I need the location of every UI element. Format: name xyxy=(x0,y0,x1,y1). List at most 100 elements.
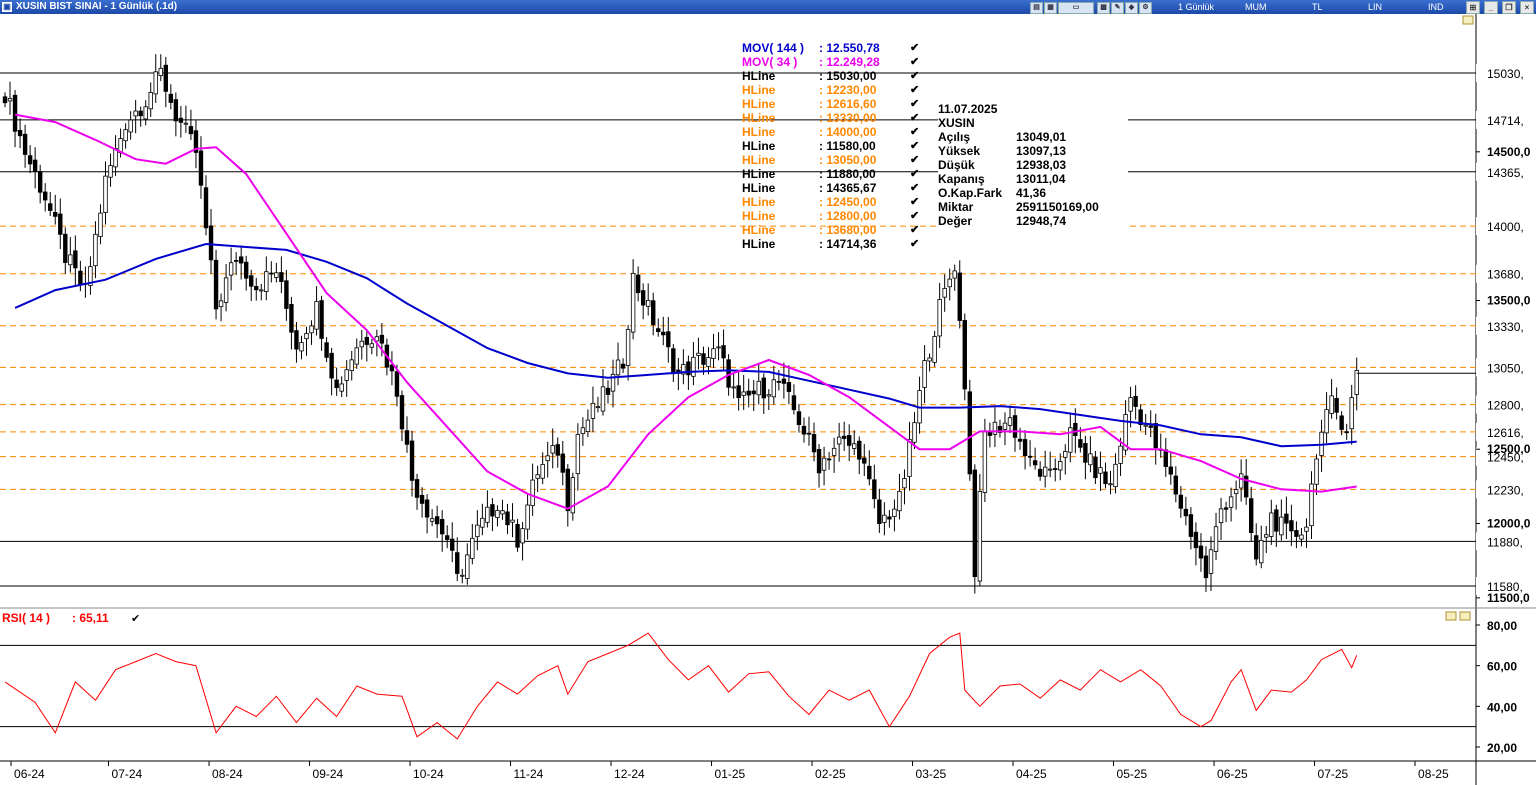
candle-112 xyxy=(565,464,570,527)
settings-tool-icon[interactable]: ⚙ xyxy=(1139,2,1152,14)
lock-icon[interactable]: ⊞ xyxy=(1466,1,1480,14)
legend-row[interactable]: HLine: 14000,00 ✔ xyxy=(742,125,919,139)
indicator-button[interactable]: IND xyxy=(1428,2,1444,12)
candle-60 xyxy=(304,326,309,356)
indicator-tool-icon[interactable]: ◆ xyxy=(1125,2,1138,14)
candle-6 xyxy=(32,147,38,189)
legend-name: HLine xyxy=(742,195,776,209)
rsi-pane-button-2 xyxy=(1459,611,1471,621)
period-button[interactable]: 1 Günlük xyxy=(1178,2,1215,12)
legend-check-icon[interactable]: ✔ xyxy=(910,168,920,180)
candle-body xyxy=(781,378,787,384)
candle-button[interactable]: MUM xyxy=(1245,2,1267,12)
candle-body xyxy=(1314,458,1319,485)
candle-159 xyxy=(801,417,807,443)
legend-row[interactable]: HLine: 12230,00 ✔ xyxy=(742,83,919,97)
candle-269 xyxy=(1354,357,1359,411)
candle-body xyxy=(505,511,510,526)
legend-row[interactable]: MOV( 144 ): 12.550,78 ✔ xyxy=(742,41,919,55)
currency-button[interactable]: TL xyxy=(1312,2,1323,12)
legend-check-icon[interactable]: ✔ xyxy=(910,224,920,236)
close-icon[interactable]: × xyxy=(1520,1,1534,14)
legend-row[interactable]: HLine: 13330,00 ✔ xyxy=(742,111,919,125)
candle-body xyxy=(88,266,93,286)
candle-140 xyxy=(706,347,711,375)
candle-118 xyxy=(595,396,601,413)
period-select-icon[interactable]: ▭ xyxy=(1058,2,1094,14)
x-label-7: 01-25 xyxy=(715,767,746,781)
legend-row[interactable]: HLine: 11580,00 ✔ xyxy=(742,139,919,153)
hline-label-bg-0 xyxy=(1476,64,1536,82)
candle-11 xyxy=(58,198,63,250)
legend-check-icon[interactable]: ✔ xyxy=(910,70,920,82)
legend-check-icon[interactable]: ✔ xyxy=(910,196,920,208)
candle-body xyxy=(1017,438,1023,442)
legend-row[interactable]: HLine: 13680,00 ✔ xyxy=(742,223,919,237)
hline-label-bg-11 xyxy=(1476,532,1536,551)
candle-127 xyxy=(640,283,646,320)
candle-176 xyxy=(887,510,892,528)
candle-70 xyxy=(354,338,359,369)
candle-body xyxy=(188,126,194,135)
candle-body xyxy=(233,259,239,262)
candle-87 xyxy=(439,510,445,552)
candle-237 xyxy=(1193,522,1199,566)
chart-canvas[interactable]: 15030, 14714, 14365, 14000, 13680, 13330, 1305… xyxy=(0,14,1536,785)
legend-check-icon[interactable]: ✔ xyxy=(910,126,920,138)
candle-254 xyxy=(1279,499,1284,541)
legend-check-icon[interactable]: ✔ xyxy=(910,154,920,166)
minimize-icon[interactable]: _ xyxy=(1484,1,1498,14)
candle-166 xyxy=(836,422,842,462)
candle-body xyxy=(213,259,219,310)
candle-body xyxy=(218,300,224,308)
legend-name: HLine xyxy=(742,111,776,125)
legend-row[interactable]: HLine: 14365,67 ✔ xyxy=(742,181,919,195)
legend-row[interactable]: HLine: 12800,00 ✔ xyxy=(742,209,919,223)
candle-218 xyxy=(1098,451,1103,492)
color-tool-icon[interactable]: ▦ xyxy=(1044,2,1057,14)
candle-264 xyxy=(1329,379,1334,419)
legend-value: : 12616,60 xyxy=(819,97,877,111)
grid-tool-icon[interactable]: ▩ xyxy=(1097,2,1110,14)
candle-138 xyxy=(696,337,701,370)
legend-row[interactable]: HLine: 14714,36 ✔ xyxy=(742,237,919,251)
candle-body xyxy=(289,303,294,333)
candle-82 xyxy=(414,473,420,510)
legend-check-icon[interactable]: ✔ xyxy=(910,210,920,222)
chart-tool-icon[interactable]: ▤ xyxy=(1030,2,1043,14)
legend-check-icon[interactable]: ✔ xyxy=(910,42,920,54)
legend-check-icon[interactable]: ✔ xyxy=(910,140,920,152)
candle-1 xyxy=(7,81,13,115)
candle-121 xyxy=(610,359,616,408)
legend-row[interactable]: HLine: 12450,00 ✔ xyxy=(742,195,919,209)
legend-check-icon[interactable]: ✔ xyxy=(910,238,920,250)
legend-check-icon[interactable]: ✔ xyxy=(910,56,920,68)
legend-check-icon[interactable]: ✔ xyxy=(910,84,920,96)
legend-row[interactable]: MOV( 34 ): 12.249,28 ✔ xyxy=(742,55,919,69)
candle-98 xyxy=(495,505,500,527)
legend-row[interactable]: HLine: 12616,60 ✔ xyxy=(742,97,919,111)
candle-body xyxy=(143,106,148,120)
draw-tool-icon[interactable]: ✎ xyxy=(1111,2,1124,14)
candle-body xyxy=(1173,475,1179,495)
candle-body xyxy=(766,394,771,397)
legend-row[interactable]: HLine: 15030,00 ✔ xyxy=(742,69,919,83)
legend-row[interactable]: HLine: 11880,00 ✔ xyxy=(742,167,919,181)
candle-29 xyxy=(148,82,153,117)
hline-label-bg-9 xyxy=(1476,447,1536,466)
candle-164 xyxy=(826,452,832,470)
candle-58 xyxy=(294,322,299,363)
candle-body xyxy=(299,342,304,352)
legend-check-icon[interactable]: ✔ xyxy=(910,112,920,124)
candle-130 xyxy=(656,318,661,337)
legend-check-icon[interactable]: ✔ xyxy=(910,182,920,194)
legend-check-icon[interactable]: ✔ xyxy=(910,98,920,110)
legend-row[interactable]: HLine: 13050,00 ✔ xyxy=(742,153,919,167)
candle-body xyxy=(223,277,229,303)
restore-icon[interactable]: ❐ xyxy=(1502,1,1516,14)
candle-body xyxy=(480,517,485,528)
candle-body xyxy=(73,250,78,269)
candle-188 xyxy=(947,268,952,301)
scale-button[interactable]: LIN xyxy=(1368,2,1383,12)
price-tick-label-4: 14500,0 xyxy=(1487,145,1531,159)
